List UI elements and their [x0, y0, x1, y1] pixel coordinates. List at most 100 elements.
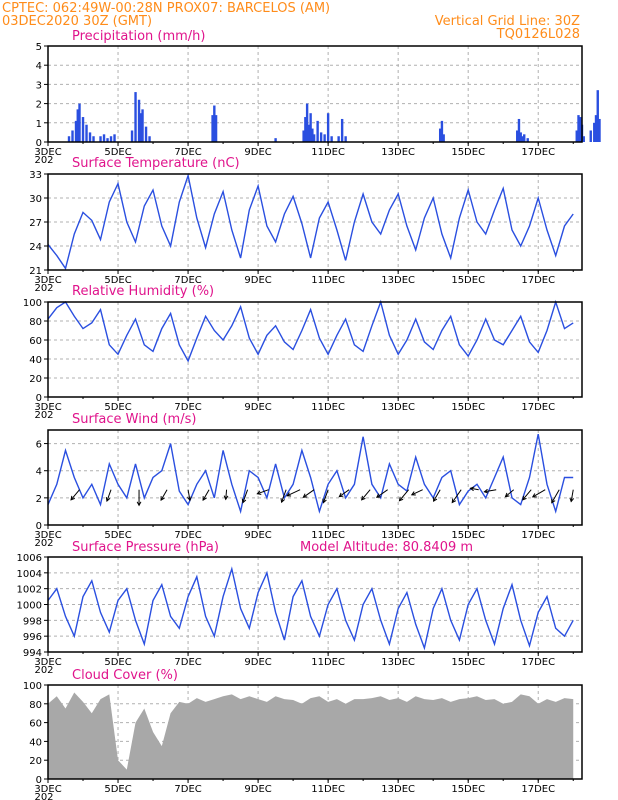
x-tick-label: 15DEC	[451, 147, 485, 158]
title-wind: Surface Wind (m/s)	[72, 412, 196, 427]
precip-bar	[148, 136, 151, 142]
y-tick-label: 3	[36, 80, 42, 91]
y-tick-label: 1004	[17, 569, 42, 580]
precip-bar	[74, 120, 78, 142]
precip-bar	[589, 130, 592, 142]
precip-bar	[102, 134, 106, 142]
x-tick-label: 7DEC	[174, 657, 201, 668]
y-tick-label: 21	[29, 266, 42, 277]
wind-arrow	[484, 489, 497, 493]
y-tick-label: 2	[36, 494, 42, 505]
plot-frame	[47, 45, 583, 143]
x-tick-label: 15DEC	[451, 657, 485, 668]
header-grid-info: Vertical Grid Line: 30Z	[435, 14, 580, 29]
wind-arrow-head	[160, 496, 165, 502]
wind-arrow-head	[105, 496, 111, 502]
wind-arrow-head	[338, 492, 344, 498]
wind-arrow-head	[136, 501, 142, 507]
precip-bar	[579, 117, 582, 142]
precip-bar	[594, 115, 598, 142]
x-tick-label: 17DEC	[521, 275, 555, 286]
x-tick-label: 15DEC	[451, 402, 485, 413]
y-tick-label: 1006	[17, 553, 42, 564]
x-tick-label: 3DEC	[34, 784, 61, 795]
wind-arrow	[225, 489, 228, 500]
precip-bar	[577, 115, 580, 142]
wind-arrow-head	[187, 496, 192, 502]
x-tick-label: 9DEC	[244, 147, 271, 158]
precip-bar	[304, 117, 307, 142]
x-year-stub: 202	[34, 283, 53, 294]
wind-arrow-head	[433, 497, 438, 503]
x-tick-label: 9DEC	[244, 784, 271, 795]
plot-frame	[47, 684, 583, 780]
x-tick-label: 9DEC	[244, 530, 271, 541]
precip-bar	[88, 132, 92, 142]
title-temperature: Surface Temperature (nC)	[72, 156, 240, 171]
x-tick-label: 13DEC	[381, 275, 415, 286]
y-tick-label: 1	[36, 119, 42, 130]
y-tick-label: 998	[23, 616, 42, 627]
precip-bar	[78, 103, 81, 142]
wind-arrow-head	[256, 490, 262, 495]
wind-arrow	[257, 489, 269, 495]
plot-area	[48, 430, 582, 525]
x-tick-label: 3DEC	[34, 147, 61, 158]
wind-arrow	[411, 489, 423, 496]
x-tick-label: 9DEC	[244, 657, 271, 668]
y-tick-label: 4	[36, 467, 42, 478]
precip-bar	[274, 138, 277, 142]
plot-frame	[47, 173, 583, 271]
x-year-stub: 202	[34, 792, 53, 800]
precip-bar	[144, 126, 148, 142]
y-tick-label: 994	[23, 648, 42, 659]
series-line	[47, 433, 574, 515]
precip-bar	[81, 117, 85, 142]
wind-arrow	[376, 489, 388, 498]
x-tick-label: 9DEC	[244, 402, 271, 413]
x-tick-label: 5DEC	[104, 147, 131, 158]
precip-bar	[319, 132, 323, 142]
wind-arrow-head	[551, 498, 556, 504]
precip-bar	[139, 113, 142, 142]
precip-bar	[67, 136, 71, 142]
x-year-stub: 202	[34, 665, 53, 676]
wind-arrow	[202, 489, 210, 501]
precip-bar	[521, 136, 524, 142]
x-tick-label: 15DEC	[451, 275, 485, 286]
y-tick-label: 80	[29, 700, 42, 711]
wind-arrow-head	[375, 493, 381, 498]
y-tick-label: 0	[36, 775, 42, 786]
wind-arrow-head	[241, 498, 247, 504]
plot-area	[48, 46, 582, 142]
precip-bar	[593, 122, 596, 142]
x-tick-label: 11DEC	[311, 275, 345, 286]
precip-bar	[134, 92, 137, 142]
y-tick-label: 40	[29, 737, 42, 748]
precip-bar	[109, 136, 113, 142]
wind-arrow-head	[286, 492, 292, 497]
wind-arrow	[470, 487, 479, 491]
x-tick-label: 17DEC	[521, 147, 555, 158]
x-tick-label: 13DEC	[381, 402, 415, 413]
precip-bar	[582, 136, 585, 142]
x-tick-label: 7DEC	[174, 147, 201, 158]
plot-frame	[47, 429, 583, 526]
wind-arrow-head	[469, 486, 475, 492]
wind-arrow-head	[531, 493, 537, 498]
header-location: CPTEC: 062:49W-00:28N PROX07: BARCELOS (…	[2, 1, 330, 16]
series-line	[47, 299, 574, 363]
wind-arrow-head	[302, 493, 308, 498]
y-tick-label: 100	[23, 681, 42, 692]
precip-bar	[106, 138, 109, 142]
precip-bar	[211, 115, 214, 142]
y-tick-label: 60	[29, 719, 42, 730]
wind-arrow	[286, 489, 301, 497]
x-tick-label: 11DEC	[311, 147, 345, 158]
x-tick-label: 7DEC	[174, 784, 201, 795]
y-tick-label: 20	[29, 374, 42, 385]
y-tick-label: 1002	[17, 585, 42, 596]
precip-bar	[598, 118, 601, 142]
x-year-stub: 202	[34, 538, 53, 549]
wind-arrow	[551, 489, 560, 503]
